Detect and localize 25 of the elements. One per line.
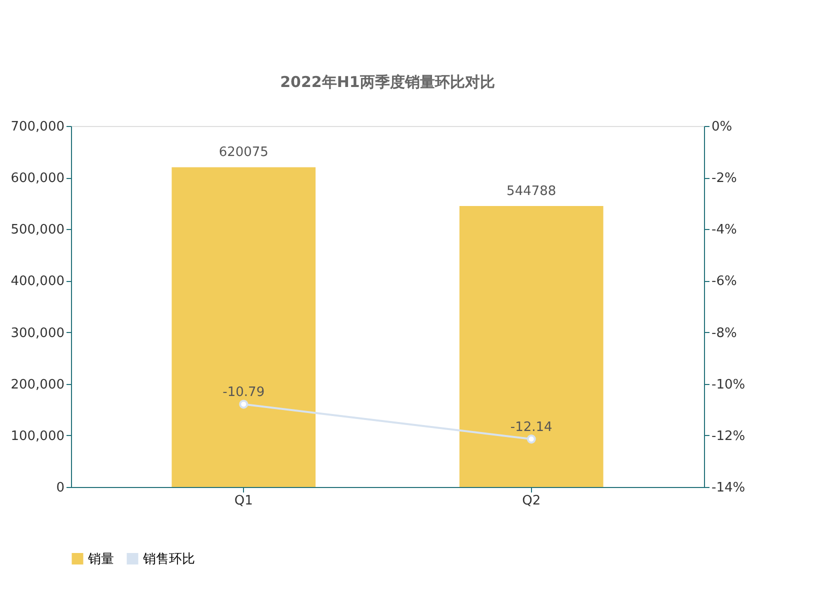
y-tick-label: 300,000 xyxy=(10,326,64,341)
y-tick-label: 700,000 xyxy=(10,120,64,134)
data-label: 620075 xyxy=(218,145,268,160)
y-tick-label: 200,000 xyxy=(10,377,64,392)
legend-label: 销售环比 xyxy=(142,552,195,567)
y2-tick-label: -12% xyxy=(712,428,746,444)
y2-tick-label: -6% xyxy=(712,274,737,290)
data-label: -10.79 xyxy=(222,385,265,400)
y2-tick-label: -4% xyxy=(712,222,737,238)
x-tick-label: Q1 xyxy=(234,494,253,508)
y2-tick-label: -2% xyxy=(712,171,737,186)
chart-title: 2022年H1两季度销量环比对比 xyxy=(280,73,495,91)
y-tick-label: 100,000 xyxy=(10,428,64,444)
y2-tick-label: -10% xyxy=(712,377,746,392)
y-tick-label: 400,000 xyxy=(10,274,64,290)
data-label: 544788 xyxy=(506,184,556,200)
x-tick-label: Q2 xyxy=(522,494,541,508)
y-tick-label: 0 xyxy=(56,480,64,496)
y2-tick-label: -8% xyxy=(712,326,737,341)
data-label: -12.14 xyxy=(510,420,552,436)
y-tick-label: 500,000 xyxy=(10,222,64,238)
legend-label: 销量 xyxy=(87,552,114,567)
y2-tick-label: -14% xyxy=(712,480,746,496)
y2-tick-label: 0% xyxy=(712,120,732,134)
y-tick-label: 600,000 xyxy=(10,171,64,186)
